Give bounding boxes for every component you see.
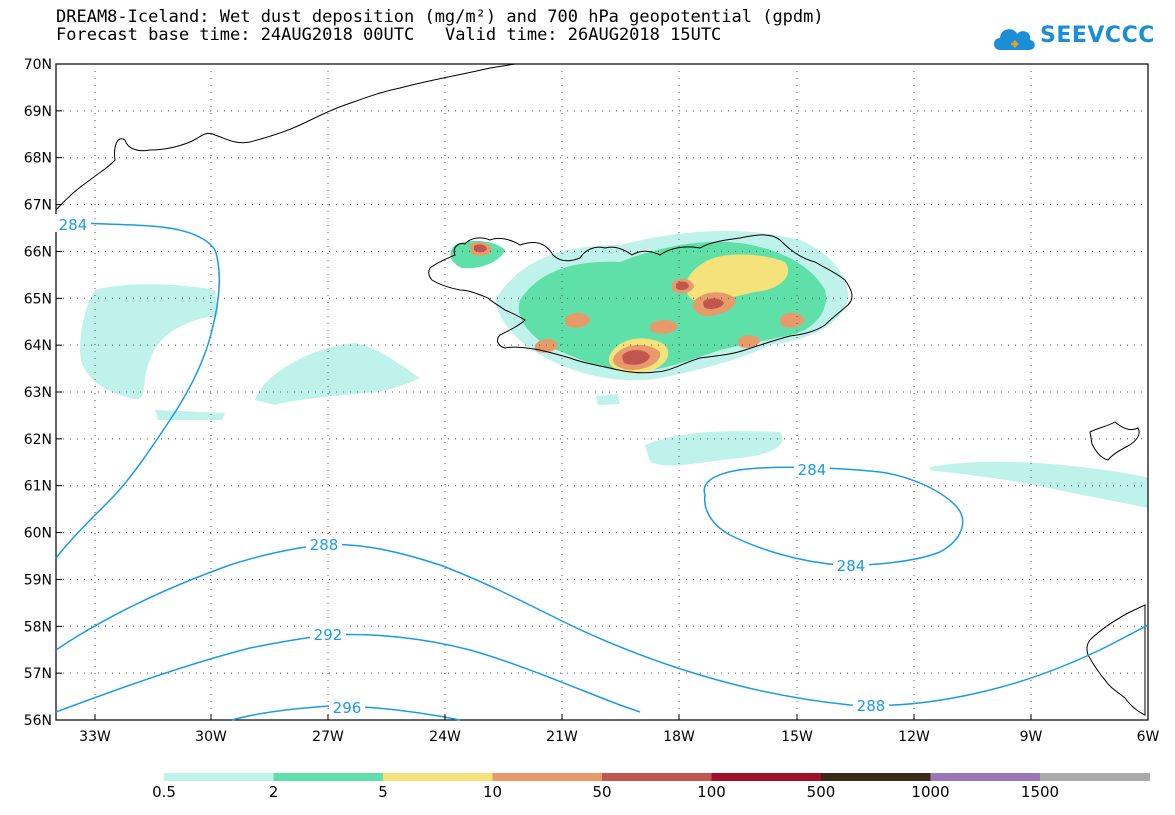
colorbar-segment	[602, 773, 712, 781]
shade-orange-6	[780, 312, 805, 328]
contour-label-bg	[853, 695, 889, 713]
lat-tick-label: 63N	[24, 385, 52, 401]
shade-yellow-1	[685, 254, 789, 301]
contour-label-bg	[794, 459, 830, 477]
colorbar-label: 2	[268, 783, 279, 801]
colorbar-segment	[1040, 773, 1150, 781]
colorbar-segment	[930, 773, 1041, 781]
colorbar-label: 1000	[911, 783, 950, 801]
contour-label-bg	[310, 624, 346, 642]
shade-light-se	[596, 394, 620, 405]
lat-tick-label: 60N	[24, 526, 52, 542]
contour-288	[55, 543, 1149, 707]
lat-tick-label: 64N	[24, 338, 52, 354]
colorbar-label: 500	[806, 783, 836, 801]
contour-label: 284	[798, 461, 827, 479]
shade-orange-8	[738, 335, 760, 349]
coast-faroe	[1089, 421, 1140, 461]
contour-284-loop	[703, 466, 964, 566]
deposition-shading	[80, 230, 1148, 508]
lat-tick-group: 70N 69N 68N 67N 66N 65N 64N 63N 62N 61N 60N 59N 58N 5…	[24, 57, 62, 729]
colorbar-label: 100	[697, 783, 726, 801]
shade-red-4	[474, 244, 487, 253]
contour-label-bg	[306, 534, 342, 552]
shade-light-south	[645, 431, 783, 466]
lon-tick-label: 24W	[429, 729, 461, 745]
lat-tick-label: 61N	[24, 479, 52, 495]
colorbar-label: 10	[482, 783, 503, 801]
shade-light-central	[255, 343, 420, 405]
shade-light-west	[80, 284, 218, 400]
time-info: Forecast base time: 24AUG2018 00UTC Vali…	[56, 26, 721, 44]
shade-light-west2	[155, 410, 225, 420]
contour-label-bg	[55, 214, 91, 232]
contour-label: 284	[59, 216, 88, 234]
contour-label-group: 284 284 284 288 288 292 296	[55, 214, 889, 717]
lat-tick-label: 70N	[24, 57, 52, 73]
shade-orange-3	[565, 312, 590, 328]
coastlines	[55, 63, 1146, 716]
coast-iceland	[428, 234, 853, 374]
colorbar-label: 5	[378, 783, 388, 801]
contour-label: 288	[857, 697, 886, 715]
forecast-base-time: Forecast base time: 24AUG2018 00UTC	[56, 25, 415, 45]
colorbar-label: 1500	[1020, 783, 1060, 801]
gridlines	[56, 64, 1148, 720]
lon-tick-label: 27W	[312, 729, 344, 745]
contour-label: 288	[310, 536, 339, 554]
lon-tick-label: 30W	[195, 729, 227, 745]
coast-scotland	[1086, 604, 1146, 716]
contour-label: 296	[333, 699, 362, 717]
lon-tick-label: 12W	[898, 729, 930, 745]
contour-label: 292	[314, 626, 343, 644]
lat-tick-label: 67N	[24, 198, 52, 214]
shade-red-3	[676, 281, 689, 291]
lat-tick-label: 59N	[24, 572, 52, 588]
colorbar-label: 50	[592, 783, 612, 801]
colorbar	[164, 773, 1150, 781]
colorbar-segment	[273, 773, 384, 781]
lon-tick-group: 33W 30W 27W 24W 21W 18W 15W 12W 9W 6W	[79, 714, 1160, 745]
valid-time: Valid time: 26AUG2018 15UTC	[444, 25, 722, 45]
colorbar-segment	[821, 773, 931, 781]
lat-tick-label: 66N	[24, 244, 52, 260]
lon-tick-label: 9W	[1020, 729, 1043, 745]
lon-tick-label: 15W	[781, 729, 813, 745]
colorbar-segment	[492, 773, 603, 781]
seevccc-logo: SEEVCCC	[990, 18, 1160, 58]
colorbar-label: 0.5	[152, 783, 176, 801]
contour-label: 284	[837, 557, 866, 575]
lat-tick-label: 62N	[24, 432, 52, 448]
shade-red-1	[622, 350, 650, 365]
shade-light-east	[930, 461, 1148, 508]
lat-tick-label: 68N	[24, 151, 52, 167]
shade-orange-4	[650, 319, 678, 334]
colorbar-segment	[711, 773, 822, 781]
lat-tick-label: 69N	[24, 104, 52, 120]
contour-284-west	[55, 222, 221, 559]
lon-tick-label: 33W	[79, 729, 111, 745]
map-title: DREAM8-Iceland: Wet dust deposition (mg/…	[56, 7, 824, 27]
logo-text: SEEVCCC	[1040, 23, 1155, 48]
shade-red-2	[703, 298, 724, 310]
cloud-icon	[994, 29, 1035, 50]
colorbar-segment	[164, 773, 274, 781]
lon-tick-label: 21W	[546, 729, 578, 745]
lat-tick-label: 56N	[24, 713, 52, 729]
shade-orange-5	[535, 339, 558, 353]
lon-tick-label: 6W	[1137, 729, 1160, 745]
coast-greenland	[55, 63, 516, 211]
lat-tick-label: 58N	[24, 619, 52, 635]
contour-label-bg	[833, 555, 869, 573]
lat-tick-label: 57N	[24, 666, 52, 682]
colorbar-segment	[383, 773, 493, 781]
lat-tick-label: 65N	[24, 291, 52, 307]
lon-tick-label: 18W	[663, 729, 695, 745]
contour-label-bg	[329, 697, 365, 715]
